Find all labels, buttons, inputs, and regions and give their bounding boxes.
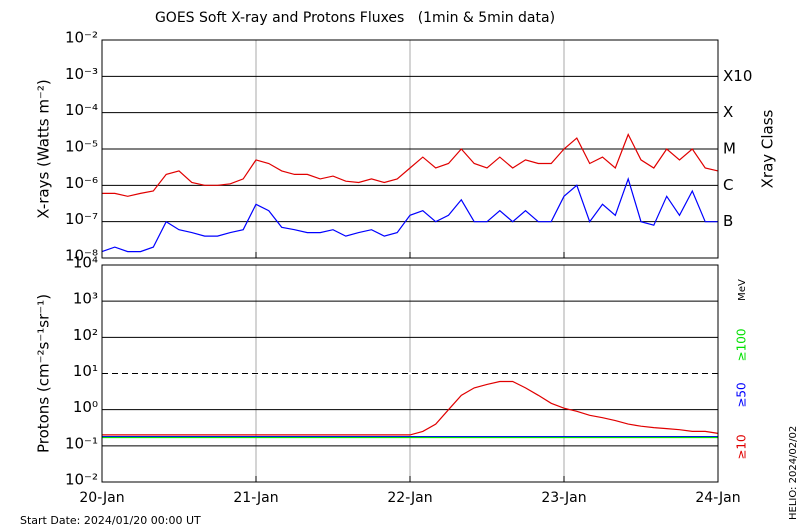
- side-note: HELIO: 2024/02/02: [788, 426, 799, 520]
- y-tick-label: 10⁴: [73, 254, 98, 272]
- unit-label: MeV: [737, 279, 748, 301]
- x-tick-label: 21-Jan: [233, 490, 278, 506]
- flux-line: [102, 133, 719, 197]
- y-tick-label: 10⁻⁶: [65, 174, 98, 192]
- y-tick-label: 10³: [73, 290, 98, 308]
- footer: Start Date: 2024/01/20 00:00 UT: [20, 514, 201, 527]
- y-tick-label: 10⁻³: [65, 65, 98, 83]
- plot-frame: [101, 39, 719, 259]
- flux-line: [101, 176, 718, 253]
- y-tick-label: 10⁻²: [65, 29, 98, 47]
- x-tick-label: 22-Jan: [387, 490, 432, 506]
- y-tick-label: 10⁻⁸: [65, 247, 98, 265]
- class-label: M: [723, 140, 736, 158]
- title: GOES Soft X-ray and Protons Fluxes (1min…: [155, 10, 555, 26]
- legend-entry: ≥100: [735, 329, 749, 362]
- flux-line: [102, 380, 719, 436]
- legend-entry: ≥50: [735, 382, 749, 407]
- x-tick-label: 24-Jan: [695, 490, 740, 506]
- plot-frame: [101, 264, 719, 483]
- y-tick-label: 10²: [73, 326, 98, 344]
- class-label: B: [723, 212, 733, 230]
- y-tick-label: 10⁰: [73, 398, 98, 416]
- legend-entry: ≥10: [735, 434, 749, 459]
- y-tick-label: 10¹: [73, 362, 98, 380]
- y-tick-label: 10⁻⁵: [65, 138, 98, 156]
- x-tick-label: 20-Jan: [79, 490, 124, 506]
- y-axis-label: X-rays (Watts m⁻²): [35, 79, 53, 218]
- class-label: X: [723, 103, 733, 121]
- y-tick-label: 10⁻²: [65, 471, 98, 489]
- class-label: X10: [723, 67, 752, 85]
- y-tick-label: 10⁻⁷: [65, 210, 98, 228]
- y-tick-label: 10⁻⁴: [65, 101, 98, 119]
- y-tick-label: 10⁻¹: [65, 434, 98, 452]
- y2-axis-label: Xray Class: [759, 109, 777, 188]
- class-label: C: [723, 176, 733, 194]
- y-axis-label: Protons (cm⁻²s⁻¹sr⁻¹): [35, 294, 53, 453]
- x-tick-label: 23-Jan: [541, 490, 586, 506]
